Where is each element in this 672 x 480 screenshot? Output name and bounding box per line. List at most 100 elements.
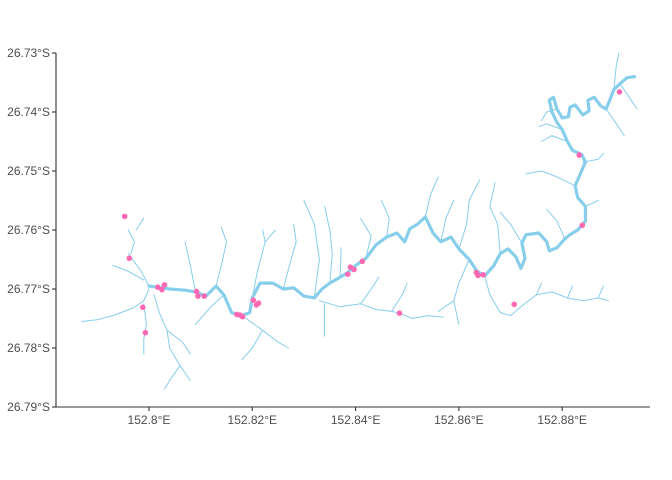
tributary-line <box>143 303 147 355</box>
sample-point <box>250 297 257 304</box>
tributary-line <box>360 217 372 259</box>
tributary-line <box>424 176 439 218</box>
sample-point <box>159 286 165 293</box>
sample-point <box>155 284 161 291</box>
tributary-line <box>489 182 501 255</box>
y-axis-ticks: 26.73°S 26.74°S 26.75°S 26.76°S 26.77°S … <box>7 46 56 414</box>
tributary-line <box>458 179 480 250</box>
tributary-line <box>282 223 297 290</box>
tributary-line <box>324 205 333 284</box>
tributary-line <box>184 241 196 293</box>
sample-point <box>142 329 149 336</box>
y-tick: 26.79°S <box>7 400 56 414</box>
tributary-line <box>251 229 266 299</box>
tributary-line <box>582 152 604 163</box>
tributary-line <box>541 108 558 122</box>
sample-point <box>195 293 201 299</box>
sample-point <box>576 152 582 158</box>
tributary-line <box>164 365 181 390</box>
tributary-line <box>195 294 225 325</box>
tributary-line <box>303 200 320 299</box>
sample-point <box>121 213 128 220</box>
tributary-line <box>339 247 342 278</box>
tributary-line <box>215 226 227 287</box>
y-tick-label: 26.73°S <box>7 46 50 60</box>
x-tick-label: 152.88°E <box>537 413 587 427</box>
sample-point <box>480 272 487 278</box>
tributary-line <box>127 229 135 255</box>
tributary-line <box>484 275 511 317</box>
tributary-line <box>525 170 576 187</box>
y-tick-label: 26.75°S <box>7 164 50 178</box>
tributary-line <box>584 200 599 207</box>
y-tick: 26.76°S <box>7 223 56 237</box>
sample-point <box>616 89 623 95</box>
sample-point <box>161 282 168 288</box>
y-tick-label: 26.79°S <box>7 400 50 414</box>
sample-point <box>193 288 200 295</box>
tributary-line <box>391 282 408 312</box>
tributary-line <box>566 285 573 299</box>
x-tick-label: 152.82°E <box>228 413 278 427</box>
sample-point <box>579 222 586 229</box>
sample-point <box>511 301 517 308</box>
x-axis-ticks: 152.8°E 152.82°E 152.84°E 152.86°E 152.8… <box>128 407 587 427</box>
sample-point <box>475 272 481 279</box>
sample-point <box>345 271 351 278</box>
y-tick-label: 26.77°S <box>7 282 50 296</box>
y-tick-label: 26.74°S <box>7 105 50 119</box>
sample-points <box>121 89 623 336</box>
sample-point <box>396 310 403 317</box>
sample-point <box>126 255 133 262</box>
tributary-line <box>597 285 604 299</box>
tributary-line <box>510 291 610 317</box>
tributary-line <box>541 135 568 142</box>
tributary-line <box>453 259 470 325</box>
y-tick-label: 26.76°S <box>7 223 50 237</box>
y-tick: 26.77°S <box>7 282 56 296</box>
tributary-line <box>440 200 455 243</box>
sample-point <box>351 266 357 273</box>
x-tick-label: 152.8°E <box>128 413 171 427</box>
tributary-line <box>619 83 638 110</box>
sample-point <box>359 258 366 265</box>
tributary-line <box>380 200 390 238</box>
tributary-line <box>112 264 145 281</box>
tributary-line <box>318 300 400 314</box>
tributary-line <box>360 276 380 305</box>
tributary-line <box>535 282 542 296</box>
main-river-line <box>147 75 637 318</box>
tributary-line <box>135 217 145 231</box>
tributary-line <box>538 123 563 131</box>
x-tick: 152.86°E <box>434 407 484 427</box>
y-tick: 26.73°S <box>7 46 56 60</box>
tributary-network <box>81 52 638 390</box>
tributary-line <box>81 288 150 322</box>
tributary-line <box>546 208 566 240</box>
y-tick: 26.74°S <box>7 105 56 119</box>
sample-point <box>201 293 207 299</box>
x-tick: 152.82°E <box>228 407 278 427</box>
tributary-line <box>264 229 276 243</box>
y-tick-label: 26.78°S <box>7 341 50 355</box>
y-tick: 26.75°S <box>7 164 56 178</box>
x-tick: 152.88°E <box>537 407 587 427</box>
y-tick: 26.78°S <box>7 341 56 355</box>
tributary-line <box>166 329 191 355</box>
tributary-line <box>179 365 191 381</box>
main-river-channel <box>147 75 637 318</box>
sample-point <box>140 304 146 311</box>
tributary-line <box>127 253 150 287</box>
x-tick-label: 152.86°E <box>434 413 484 427</box>
tributary-line <box>605 108 625 137</box>
tributary-line <box>499 211 523 244</box>
x-tick: 152.84°E <box>331 407 381 427</box>
tributary-line <box>241 329 264 361</box>
tributary-line <box>399 312 444 319</box>
x-tick-label: 152.84°E <box>331 413 381 427</box>
tributary-line <box>613 52 620 91</box>
sample-point <box>255 300 262 307</box>
x-tick: 152.8°E <box>128 407 171 427</box>
sample-point <box>239 313 246 320</box>
